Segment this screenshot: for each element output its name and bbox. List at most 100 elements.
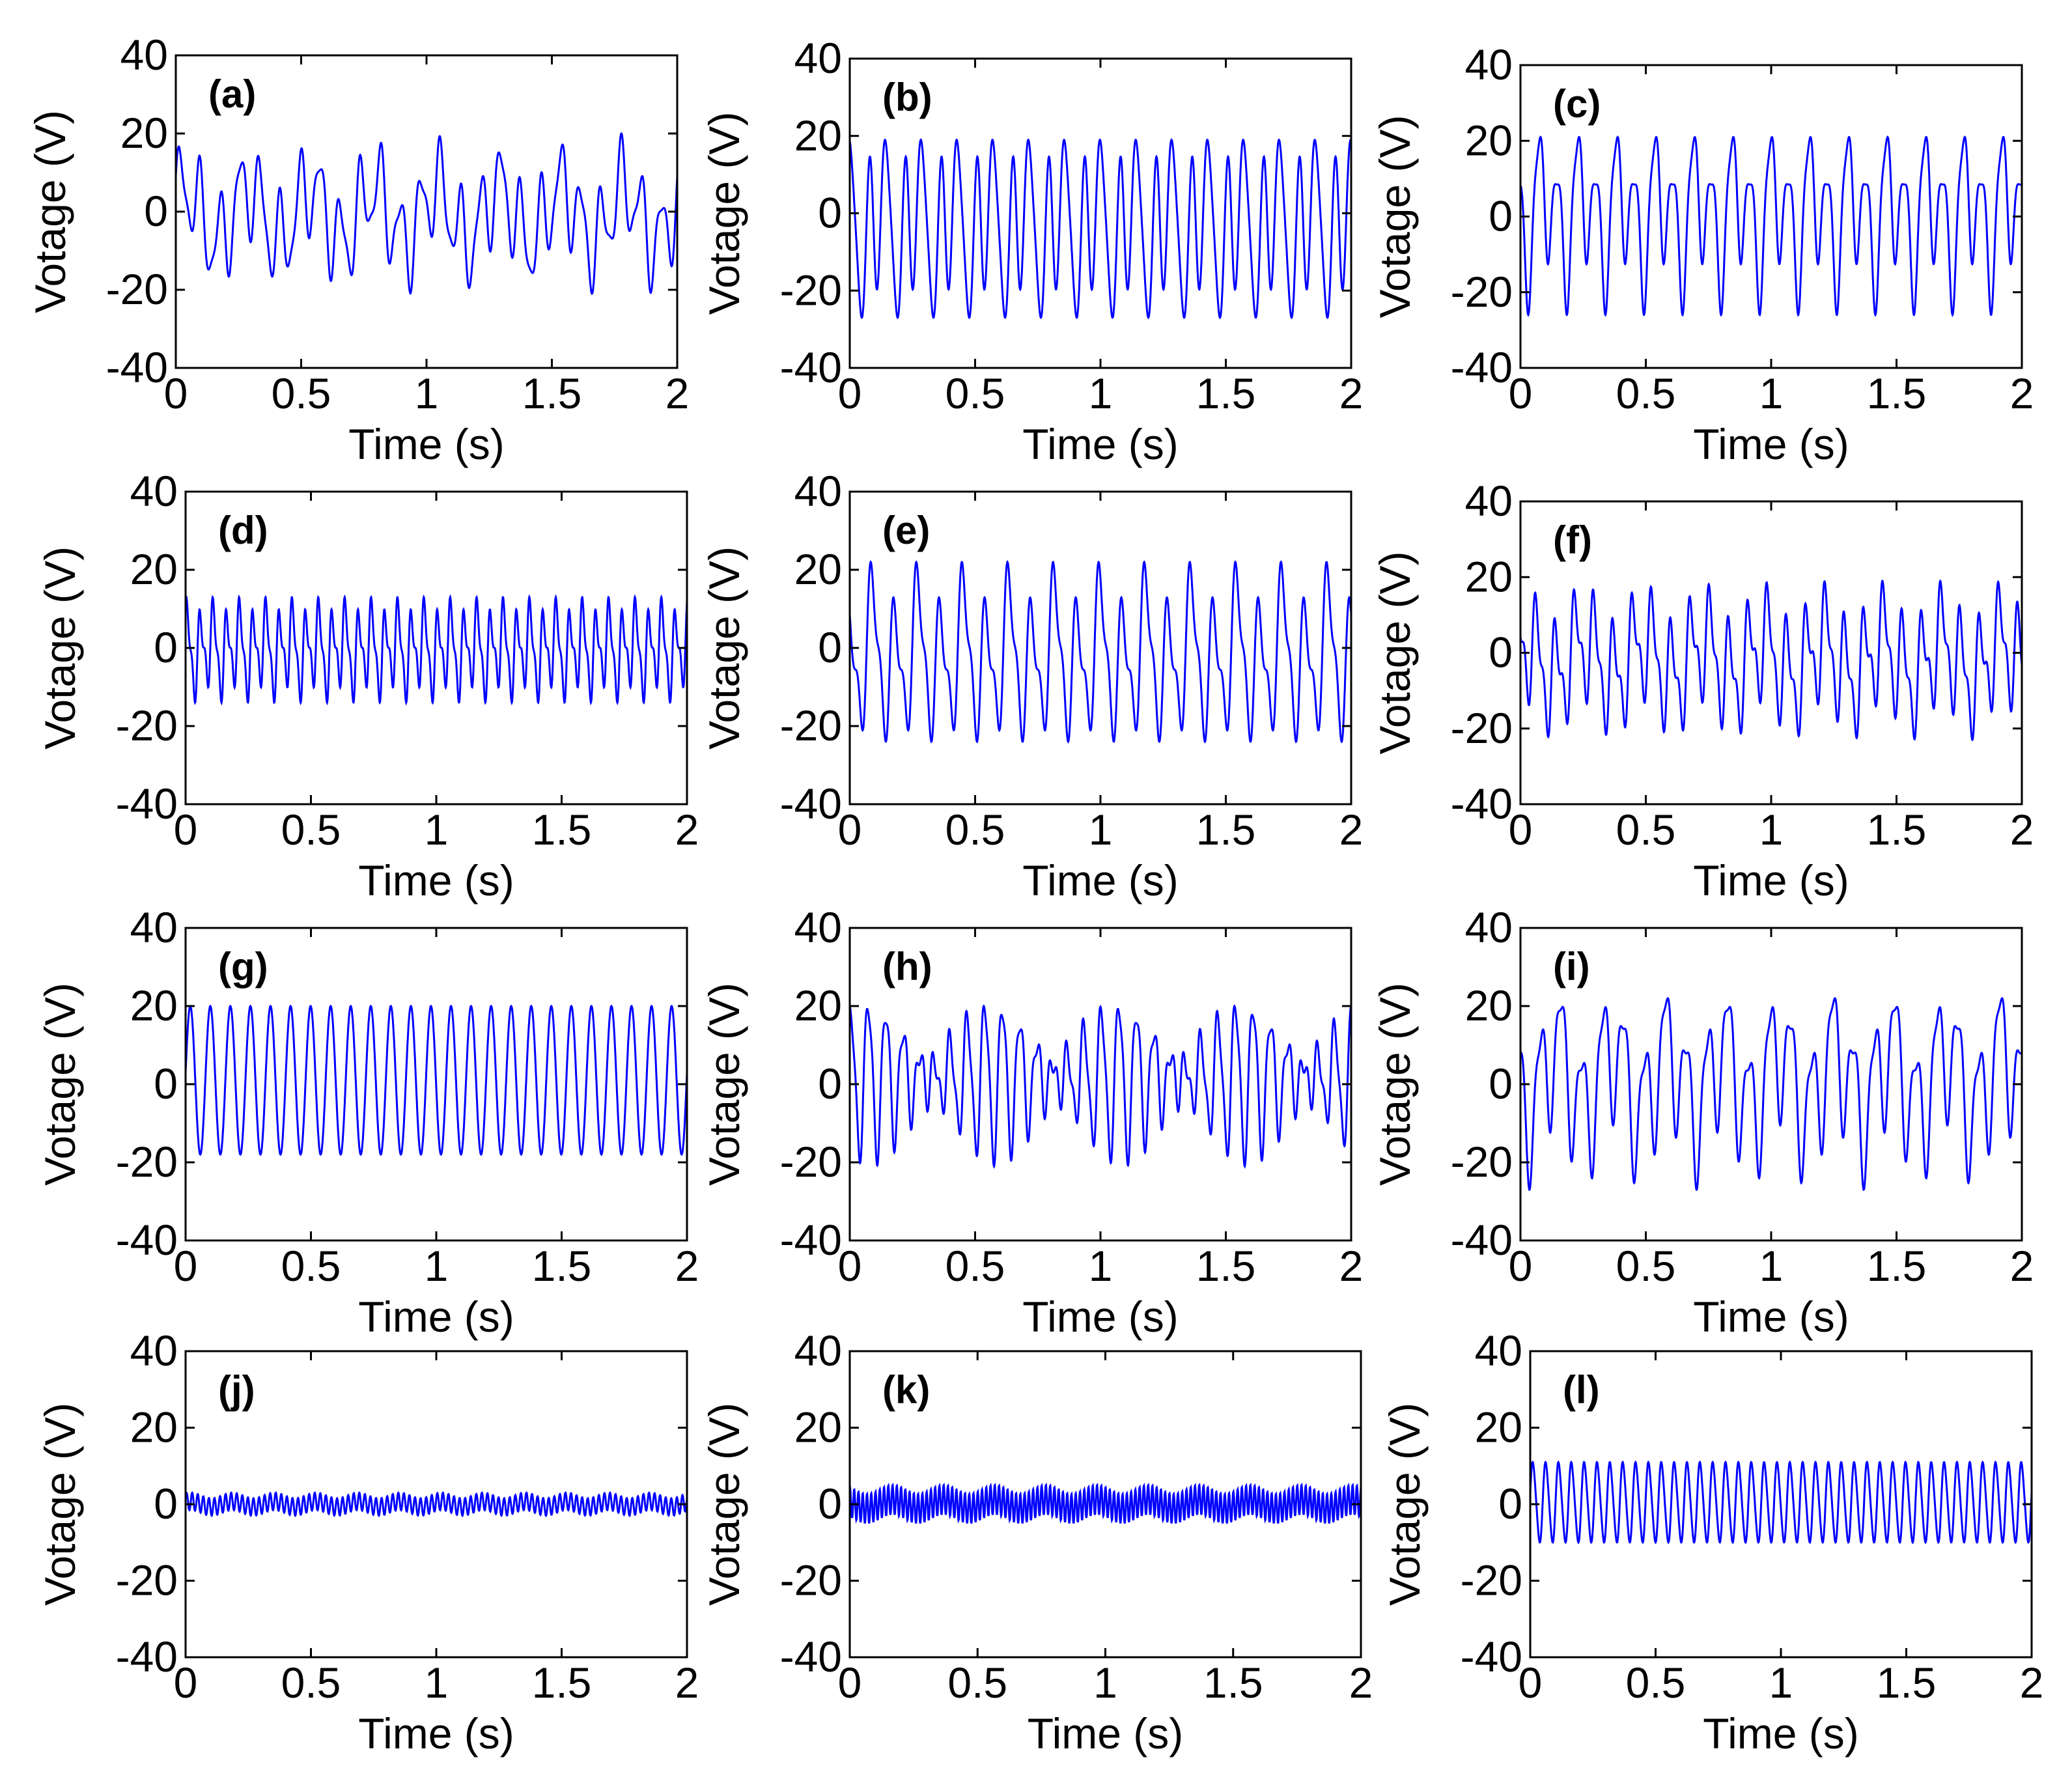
- x-tick-label: 1: [1759, 1242, 1784, 1290]
- x-tick-label: 0: [1509, 369, 1533, 417]
- x-tick-label: 2: [1349, 1659, 1373, 1707]
- y-axis-label: Votage (V): [700, 1403, 748, 1606]
- y-axis-label: Votage (V): [1380, 1403, 1429, 1606]
- y-tick-label: 0: [1489, 1059, 1513, 1108]
- y-tick-label: 0: [818, 623, 842, 671]
- y-tick-label: 0: [1498, 1479, 1522, 1528]
- x-tick-label: 1: [1089, 369, 1113, 417]
- x-tick-label: 0: [1509, 805, 1533, 854]
- y-tick-label: 0: [154, 1059, 178, 1108]
- panel-label: (l): [1563, 1368, 1600, 1412]
- y-tick-label: -20: [1451, 1138, 1513, 1186]
- x-tick-label: 2: [1339, 369, 1364, 417]
- x-tick-label: 0: [838, 369, 862, 417]
- series-line: [1519, 579, 2023, 742]
- x-tick-label: 1.5: [1196, 1242, 1256, 1290]
- y-tick-label: 20: [1465, 552, 1513, 600]
- x-tick-label: 1.5: [1203, 1659, 1263, 1707]
- x-tick-label: 0.5: [272, 369, 331, 417]
- x-tick-label: 0: [838, 1659, 862, 1707]
- y-tick-label: -20: [780, 266, 842, 314]
- x-tick-label: 0.5: [945, 805, 1005, 854]
- y-axis-label: Votage (V): [1371, 552, 1419, 755]
- x-tick-label: 1.5: [522, 369, 582, 417]
- panel-label: (b): [882, 76, 932, 119]
- x-tick-label: 0.5: [1616, 805, 1676, 854]
- x-axis-label: Time (s): [1703, 1709, 1859, 1758]
- panel-label: (f): [1553, 518, 1592, 562]
- y-axis-label: Votage (V): [36, 983, 84, 1186]
- x-tick-label: 1: [1089, 1242, 1113, 1290]
- panel-label: (k): [882, 1368, 930, 1412]
- x-tick-label: 1.5: [1867, 805, 1927, 854]
- x-tick-label: 0.5: [1616, 369, 1676, 417]
- series-line: [1519, 135, 2023, 317]
- y-tick-label: -40: [1451, 779, 1513, 828]
- x-axis-label: Time (s): [348, 420, 505, 468]
- y-tick-label: 40: [794, 467, 842, 515]
- y-axis-label: Votage (V): [700, 112, 748, 315]
- series-line: [184, 1004, 688, 1156]
- x-axis-label: Time (s): [1693, 856, 1849, 904]
- y-tick-label: 0: [818, 1059, 842, 1108]
- x-axis-label: Time (s): [358, 1293, 514, 1341]
- x-tick-label: 2: [1339, 805, 1364, 854]
- y-tick-label: -20: [116, 1556, 178, 1604]
- y-tick-label: 20: [794, 1403, 842, 1451]
- x-tick-label: 1: [1093, 1659, 1117, 1707]
- y-tick-label: 0: [154, 623, 178, 671]
- x-tick-label: 0: [838, 1242, 862, 1290]
- y-tick-label: 0: [144, 187, 168, 235]
- series-line: [848, 1482, 1362, 1524]
- x-tick-label: 0.5: [945, 1242, 1005, 1290]
- series-line: [184, 594, 688, 706]
- y-tick-label: 20: [120, 109, 168, 157]
- y-tick-label: 0: [154, 1479, 178, 1528]
- y-axis-label: Votage (V): [700, 546, 748, 749]
- series-line: [1520, 997, 2023, 1192]
- panel-label: (e): [882, 509, 930, 552]
- y-tick-label: 40: [130, 467, 178, 515]
- x-tick-label: 1: [415, 369, 439, 417]
- x-axis-label: Time (s): [1022, 420, 1179, 468]
- x-tick-label: 2: [2010, 369, 2034, 417]
- x-axis-label: Time (s): [1028, 1709, 1184, 1758]
- x-tick-label: 0: [838, 805, 862, 854]
- y-tick-label: 20: [130, 981, 178, 1030]
- y-tick-label: 40: [1465, 903, 1513, 951]
- y-axis-label: Votage (V): [26, 110, 74, 313]
- x-tick-label: 0.5: [281, 805, 341, 854]
- x-axis-label: Time (s): [358, 1709, 514, 1758]
- x-tick-label: 0.5: [1626, 1659, 1686, 1707]
- panel-label: (g): [218, 945, 268, 988]
- x-tick-label: 1: [1759, 369, 1784, 417]
- x-tick-label: 1.5: [532, 1659, 592, 1707]
- x-tick-label: 2: [1339, 1242, 1364, 1290]
- x-axis-label: Time (s): [1693, 1293, 1849, 1341]
- y-tick-label: 20: [1475, 1403, 1522, 1451]
- x-tick-label: 2: [2010, 1242, 2034, 1290]
- y-tick-label: -20: [1451, 704, 1513, 752]
- x-tick-label: 2: [2020, 1659, 2044, 1707]
- y-tick-label: -40: [1451, 343, 1513, 391]
- y-tick-label: 0: [1489, 628, 1513, 677]
- y-tick-label: 40: [130, 903, 178, 951]
- series-line: [184, 1491, 688, 1517]
- y-axis-label: Votage (V): [1371, 983, 1419, 1186]
- y-axis-label: Votage (V): [36, 1403, 84, 1606]
- y-tick-label: 20: [130, 545, 178, 593]
- y-tick-label: 40: [130, 1326, 178, 1375]
- series-line: [848, 560, 1352, 744]
- panel-label: (h): [882, 945, 932, 988]
- y-tick-label: 20: [794, 981, 842, 1030]
- x-tick-label: 1.5: [1196, 805, 1256, 854]
